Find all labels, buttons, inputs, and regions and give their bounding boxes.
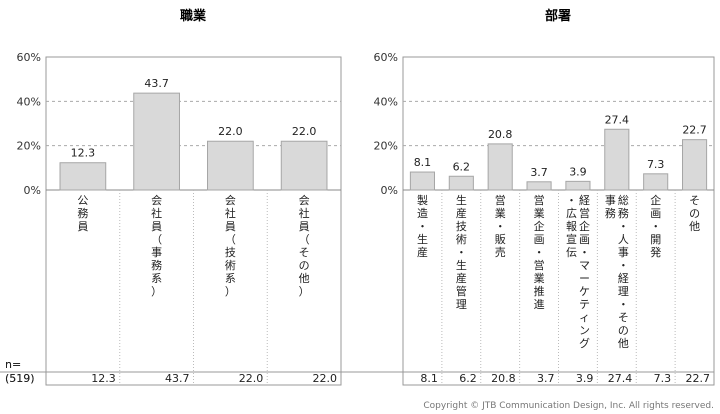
category-label: 製造・生産: [417, 193, 428, 259]
n-label: (519): [5, 372, 35, 385]
bar: [487, 143, 513, 191]
category-label: 公務員: [77, 194, 88, 233]
chart-title: 部署: [545, 8, 571, 24]
table-value: 3.9: [576, 372, 594, 385]
bar: [207, 140, 254, 191]
table-value: 7.3: [654, 372, 672, 385]
bar: [643, 173, 669, 191]
table-value: 8.1: [420, 372, 438, 385]
bar: [604, 128, 630, 191]
category-label: 経営企画・マーケティング・広報宣伝: [566, 194, 590, 350]
bar-value-label: 27.4: [605, 113, 630, 126]
bar-value-label: 22.0: [292, 125, 317, 138]
bar-value-label: 7.3: [647, 158, 665, 171]
bar-value-label: 12.3: [71, 147, 96, 160]
y-tick-label: 20%: [17, 140, 41, 153]
bar-value-label: 6.2: [453, 160, 471, 173]
table-value: 6.2: [459, 372, 477, 385]
n-header: n=: [5, 358, 21, 371]
category-label: 会社員（事務系）: [151, 194, 162, 298]
category-label: 生産技術・生産管理: [456, 193, 467, 311]
bar: [133, 92, 180, 191]
y-tick-label: 0%: [24, 184, 41, 197]
table-value: 22.0: [239, 372, 264, 385]
y-tick-label: 0%: [381, 184, 398, 197]
bar-value-label: 43.7: [144, 77, 169, 90]
bar: [448, 175, 474, 191]
table-value: 43.7: [165, 372, 190, 385]
category-label: 営業企画・営業推進: [534, 193, 545, 311]
bar-value-label: 22.0: [218, 125, 243, 138]
category-label: 営業・販売: [495, 193, 506, 259]
bar: [565, 180, 591, 191]
n-header: n=: [5, 358, 21, 371]
bar-value-label: 3.9: [569, 165, 587, 178]
bar: [59, 162, 107, 191]
y-tick-label: 60%: [17, 51, 41, 64]
chart-title: 職業: [180, 8, 207, 24]
y-tick-label: 60%: [374, 51, 398, 64]
bar-value-label: 3.7: [530, 166, 548, 179]
y-tick-label: 20%: [374, 140, 398, 153]
table-value: 3.7: [537, 372, 555, 385]
bar: [280, 140, 328, 191]
table-value: 20.8: [491, 372, 516, 385]
chart-panel-department: 部署 0% 20% 40% 60% n=(519) 8.1 8.1 製造・生産 6.2 6.2 生産技…: [0, 8, 715, 386]
category-label: 企画・開発: [650, 193, 661, 259]
n-label: (519): [5, 372, 35, 385]
bar: [409, 171, 435, 191]
chart-panel-occupation: 職業 0% 20% 40% 60% n=(519) 12.3 12.3 公務員 43.7 43.7 会…: [0, 8, 342, 386]
plot-frame: [402, 56, 715, 386]
bar-value-label: 20.8: [488, 128, 513, 141]
bar: [526, 181, 552, 191]
category-label: 会社員（その他）: [299, 194, 310, 298]
table-value: 22.0: [313, 372, 338, 385]
category-label: 総務・人事・経理・その他事務: [605, 193, 629, 350]
copyright-text: Copyright © JTB Communication Design, In…: [423, 401, 714, 411]
plot-frame: [45, 56, 342, 386]
y-tick-label: 40%: [374, 95, 398, 108]
table-value: 12.3: [91, 372, 116, 385]
table-value: 22.7: [686, 372, 711, 385]
bar-value-label: 8.1: [414, 156, 432, 169]
bar: [682, 139, 708, 191]
category-label: その他: [689, 194, 700, 233]
bar-value-label: 22.7: [682, 124, 707, 137]
table-value: 27.4: [608, 372, 633, 385]
y-tick-label: 40%: [17, 95, 41, 108]
category-label: 会社員（技術系）: [225, 194, 236, 298]
